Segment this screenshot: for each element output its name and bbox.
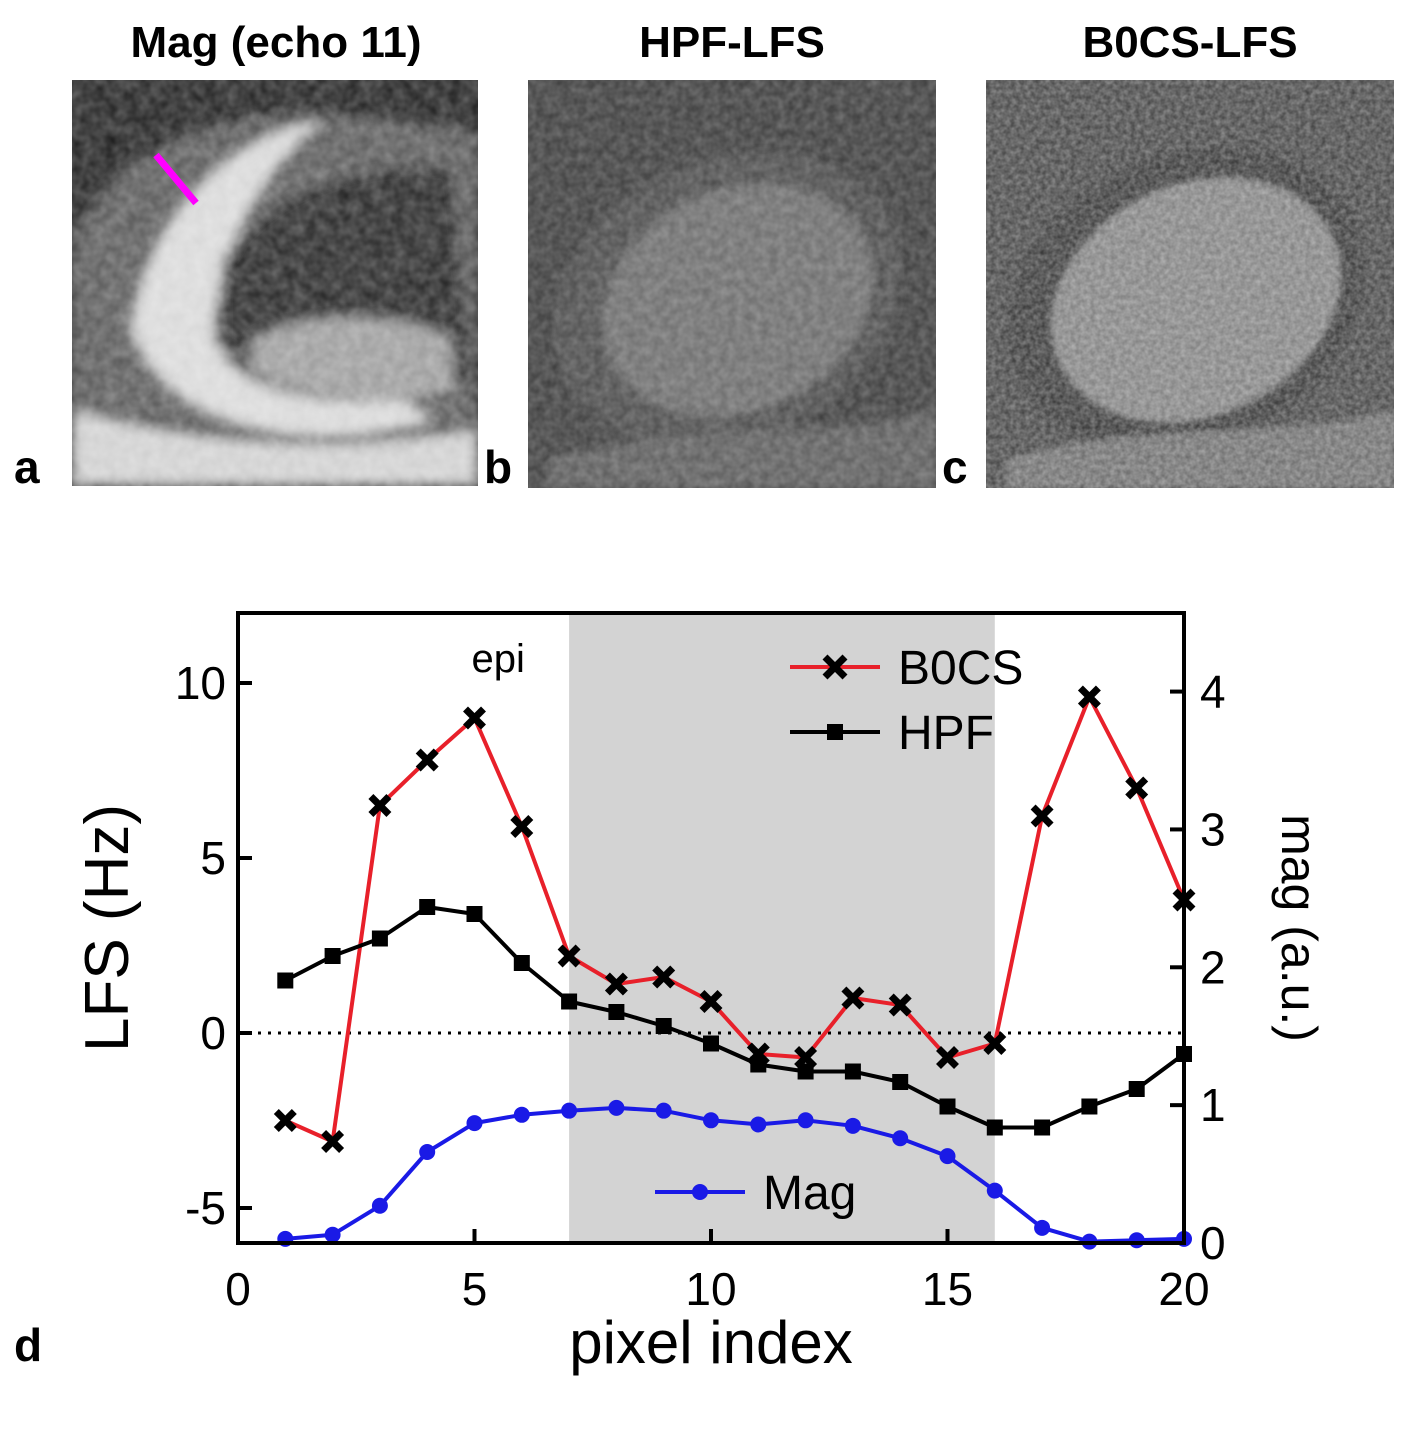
- legend-label-hpf: HPF: [898, 707, 994, 760]
- data-point-hpf: [324, 948, 341, 964]
- x-tick-label: 10: [685, 1263, 736, 1315]
- data-point-hpf: [939, 1098, 956, 1115]
- b0cs-lfs-image: [986, 80, 1394, 488]
- data-point-mag: [703, 1112, 719, 1129]
- epi-annotation: epi: [471, 637, 524, 681]
- data-point-hpf: [655, 1018, 672, 1034]
- lfs-profile-chart: epi B0CS HPF Mag 0 5 10 15 20 -5 0 5 10 0 1 2 3 4 pixel in…: [73, 611, 1327, 1376]
- data-point-b0cs: [1125, 776, 1149, 800]
- data-point-b0cs: [652, 965, 676, 989]
- series-line-mag: [285, 1105, 1185, 1244]
- mag-image: [72, 80, 478, 486]
- data-point-mag: [608, 1099, 625, 1116]
- data-point-b0cs: [510, 815, 534, 838]
- x-tick-label: 0: [225, 1263, 251, 1315]
- legend-marker-b0cs: [822, 654, 848, 680]
- y-axis-label: LFS (Hz): [73, 804, 142, 1052]
- panel-a-letter: a: [14, 441, 40, 493]
- panel-b-title: HPF-LFS: [639, 18, 825, 67]
- data-point-b0cs: [699, 990, 723, 1013]
- data-point-b0cs: [1030, 804, 1054, 828]
- data-point-b0cs: [273, 1109, 297, 1132]
- data-point-mag: [419, 1144, 436, 1161]
- data-point-b0cs: [604, 972, 628, 996]
- x-axis-label: pixel index: [569, 1309, 853, 1376]
- y2-tick-label: 1: [1200, 1079, 1226, 1131]
- profile-line-marker: [153, 152, 199, 206]
- data-point-hpf: [608, 1004, 625, 1020]
- data-point-b0cs: [1077, 685, 1101, 709]
- data-point-hpf: [371, 930, 388, 947]
- y2-tick-label: 4: [1200, 666, 1226, 718]
- data-point-b0cs: [557, 944, 581, 968]
- data-point-mag: [1128, 1232, 1145, 1249]
- data-point-hpf: [703, 1035, 719, 1052]
- data-point-mag: [655, 1102, 672, 1119]
- data-point-mag: [513, 1106, 530, 1123]
- data-point-hpf: [1128, 1081, 1145, 1097]
- data-point-mag: [1034, 1219, 1051, 1236]
- y2-tick-label: 3: [1200, 803, 1226, 855]
- x-tick-label: 20: [1158, 1263, 1209, 1315]
- data-point-hpf: [419, 899, 436, 915]
- data-point-mag: [324, 1226, 341, 1243]
- shaded-region: [569, 613, 995, 1243]
- data-point-hpf: [844, 1063, 861, 1080]
- data-point-hpf: [1081, 1098, 1098, 1115]
- data-point-mag: [466, 1115, 483, 1132]
- data-point-hpf: [1034, 1119, 1051, 1136]
- panel-c-letter: c: [942, 441, 968, 493]
- y2-tick-label: 2: [1200, 941, 1226, 993]
- x-tick-label: 15: [922, 1263, 973, 1315]
- panel-d-letter: d: [14, 1319, 43, 1371]
- data-point-b0cs: [321, 1130, 345, 1153]
- hpf-lfs-image: [528, 80, 936, 488]
- legend-marker-mag: [692, 1184, 708, 1200]
- data-point-hpf: [466, 906, 483, 922]
- data-point-hpf: [750, 1056, 767, 1073]
- legend-label-mag: Mag: [763, 1167, 856, 1220]
- data-point-b0cs: [936, 1046, 959, 1069]
- data-point-b0cs: [983, 1032, 1007, 1055]
- y-tick-label: 5: [200, 832, 226, 884]
- x-tick-label: 5: [462, 1263, 488, 1315]
- legend-marker-hpf: [827, 724, 843, 740]
- data-point-mag: [797, 1112, 814, 1129]
- y2-axis-label: mag (a.u.): [1271, 814, 1327, 1042]
- data-point-b0cs: [888, 993, 912, 1017]
- data-point-hpf: [513, 955, 530, 971]
- data-point-mag: [750, 1116, 767, 1133]
- panel-a-title: Mag (echo 11): [130, 18, 422, 67]
- y-tick-label: -5: [185, 1182, 226, 1234]
- panel-b-letter: b: [484, 441, 513, 493]
- data-point-hpf: [561, 993, 578, 1010]
- data-point-mag: [892, 1130, 909, 1147]
- data-point-mag: [371, 1197, 388, 1214]
- y2-tick-label: 0: [1200, 1217, 1226, 1269]
- data-point-hpf: [277, 972, 294, 989]
- data-point-b0cs: [841, 986, 865, 1010]
- data-point-mag: [561, 1102, 578, 1119]
- data-point-mag: [986, 1182, 1003, 1199]
- y-tick-label: 10: [175, 657, 226, 709]
- data-point-hpf: [892, 1074, 909, 1090]
- data-point-b0cs: [415, 748, 439, 772]
- data-point-hpf: [986, 1119, 1003, 1136]
- data-point-mag: [844, 1117, 861, 1134]
- y-tick-label: 0: [200, 1007, 226, 1059]
- data-point-b0cs: [368, 794, 392, 817]
- data-point-hpf: [797, 1063, 814, 1080]
- legend-label-b0cs: B0CS: [898, 642, 1023, 695]
- data-point-b0cs: [463, 706, 486, 730]
- panel-c-title: B0CS-LFS: [1082, 18, 1298, 67]
- data-point-mag: [939, 1148, 956, 1165]
